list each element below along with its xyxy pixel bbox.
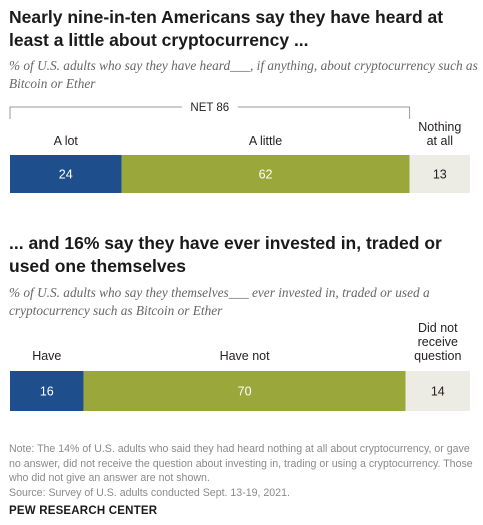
category-label-3: Did not receive question bbox=[414, 321, 461, 363]
chart-invested-in-crypto: 16 Have 70 Have not 14 Did not receive question bbox=[10, 321, 470, 411]
chart-heard-about-crypto: 24 A lot 62 A little 13 Nothing at all NET 86 bbox=[9, 102, 470, 193]
category-label-2: A little bbox=[249, 134, 282, 148]
bar-value-label-2: 62 bbox=[259, 168, 273, 182]
net-bracket-left bbox=[9, 106, 182, 119]
net-bracket-right bbox=[237, 106, 411, 119]
headline-2: ... and 16% say they have ever invested … bbox=[9, 233, 442, 276]
subtitle-2: % of U.S. adults who say they themselves… bbox=[9, 285, 430, 318]
bar-segment-3 bbox=[409, 155, 470, 193]
note-text: Note: The 14% of U.S. adults who said th… bbox=[9, 443, 473, 484]
bar-segment-1 bbox=[10, 155, 122, 193]
net-label: NET 86 bbox=[190, 102, 229, 114]
category-label-3: Nothing at all bbox=[418, 120, 461, 148]
headline-1: Nearly nine-in-ten Americans say they ha… bbox=[9, 7, 444, 50]
bar-segment-3 bbox=[405, 371, 470, 411]
pew-logo-text: PEW RESEARCH CENTER bbox=[9, 505, 158, 517]
category-label-2: Have not bbox=[220, 349, 271, 363]
subtitle-1: % of U.S. adults who say they have heard… bbox=[9, 58, 478, 91]
bar-segment-2 bbox=[121, 155, 410, 193]
bar-value-label-3: 13 bbox=[433, 168, 447, 182]
bar-value-label-1: 16 bbox=[40, 385, 54, 399]
category-label-1: Have bbox=[32, 349, 61, 363]
bar-value-label-1: 24 bbox=[59, 168, 73, 182]
bar-segment-1 bbox=[10, 371, 84, 411]
bar-segment-2 bbox=[83, 371, 406, 411]
bar-value-label-2: 70 bbox=[238, 385, 252, 399]
category-label-1: A lot bbox=[54, 134, 79, 148]
bar-value-label-3: 14 bbox=[431, 385, 445, 399]
source-text: Source: Survey of U.S. adults conducted … bbox=[9, 487, 290, 499]
